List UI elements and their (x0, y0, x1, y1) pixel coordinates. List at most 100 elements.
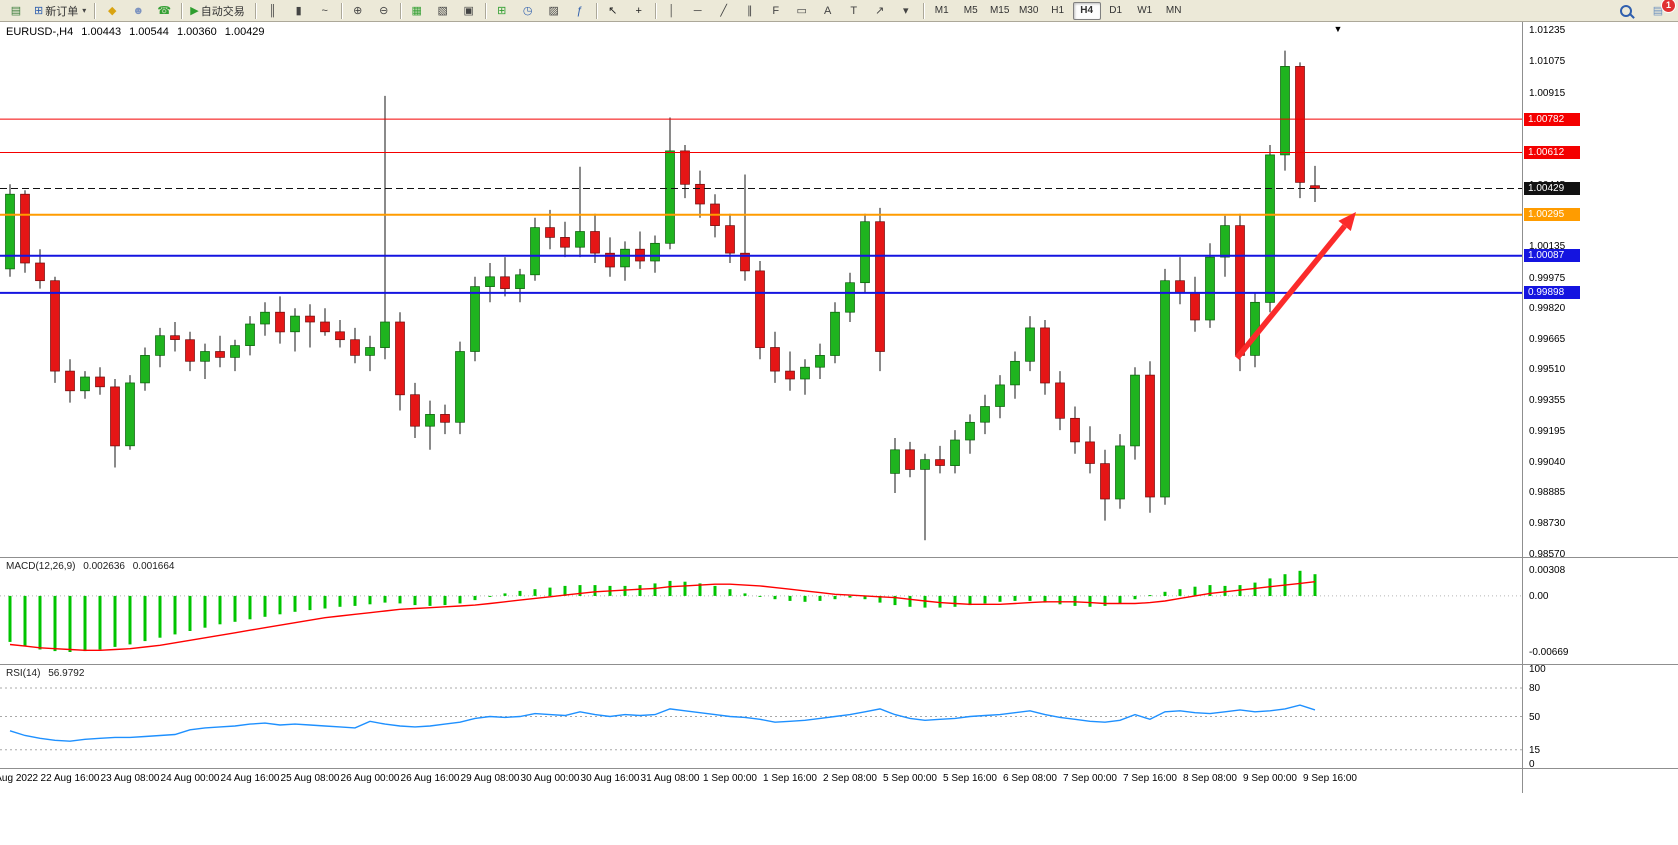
rsi-axis-tick: 0 (1529, 759, 1535, 770)
timeframe-w1[interactable]: W1 (1137, 5, 1153, 16)
price-axis-tick: 0.98570 (1529, 549, 1566, 560)
time-axis-label: 23 Aug 08:00 (100, 773, 160, 784)
timeframe-m15[interactable]: M15 (989, 5, 1010, 16)
autotrade-button[interactable]: ▶ 自动交易 (186, 1, 250, 21)
label-icon[interactable]: T (841, 1, 867, 21)
symbol-period-label: EURUSD-,H4 (6, 26, 74, 38)
toolbar-separator (94, 2, 96, 19)
macd-signal-line (9, 581, 1316, 652)
macd-histogram-layer (8, 570, 1317, 652)
price-axis[interactable]: 1.012351.010751.009151.007601.006001.004… (1522, 22, 1678, 793)
tools-caret-icon: ▾ (902, 4, 909, 17)
timeframe-mn[interactable]: MN (1165, 5, 1182, 16)
magnifier-zoom-icon[interactable] (1613, 1, 1639, 21)
shapes-icon: ▭ (796, 4, 807, 17)
channel-icon[interactable]: ∥ (737, 1, 763, 21)
timeframe-d1[interactable]: D1 (1109, 5, 1123, 16)
timeframe-h4[interactable]: H4 (1072, 1, 1101, 20)
timeframe-h1[interactable]: H1 (1051, 5, 1065, 16)
toolbar-separator (254, 2, 256, 19)
tile-windows-icon[interactable]: ▦ (404, 1, 430, 21)
panel-separator[interactable] (0, 557, 1678, 558)
macd-axis-tick: 0.00308 (1529, 565, 1566, 577)
price-axis-tick: 0.99975 (1529, 272, 1566, 284)
time-axis-label: 25 Aug 08:00 (280, 773, 340, 784)
macd-chart-canvas[interactable] (0, 558, 1522, 664)
chart-window-icon[interactable]: ▤ (10, 4, 22, 17)
arrange-windows-icon[interactable]: ▣ (456, 1, 482, 21)
support-icon[interactable]: ☎ (151, 1, 177, 21)
price-level-badge: 1.00782 (1524, 112, 1580, 126)
time-axis-label: 9 Sep 00:00 (1243, 773, 1297, 784)
price-axis-tick: 0.99820 (1529, 303, 1566, 315)
vertical-line-icon: │ (668, 4, 676, 17)
text-icon[interactable]: A (815, 1, 841, 21)
rsi-label-line: RSI(14) 56.9792 (6, 668, 89, 679)
time-axis-label: 31 Aug 08:00 (640, 773, 700, 784)
new-chart-icon[interactable]: ⊞ (489, 1, 515, 21)
time-axis-label: 8 Sep 08:00 (1183, 773, 1237, 784)
period-clock-icon[interactable]: ◷ (515, 1, 541, 21)
price-level-badge: 1.00612 (1524, 145, 1580, 159)
price-axis-tick: 1.00135 (1529, 241, 1566, 253)
timeframe-m1[interactable]: M1 (934, 5, 949, 16)
price-axis-tick: 0.98885 (1529, 487, 1566, 499)
chart-tools-group: ║ ▮ ~ ⊕ ⊖ ▦ ▧ ▣ ⊞ ◷ ▨ ƒ ↖ + │ ─ ╱ ∥ F ▭ A T ↗ ▾ (260, 1, 919, 21)
macd-indicator-panel[interactable]: MACD(12,26,9) 0.002636 0.001664 (0, 558, 1522, 664)
indicators-icon[interactable]: ƒ (567, 1, 593, 21)
zoom-in-icon[interactable]: ⊕ (345, 1, 371, 21)
macd-axis-tick: 0.00 (1529, 590, 1549, 602)
profile-icon[interactable]: ☻ (125, 1, 151, 21)
rsi-indicator-panel[interactable]: RSI(14) 56.9792 (0, 665, 1522, 768)
bar-chart-type-icon[interactable]: ║ (260, 1, 286, 21)
rsi-chart-canvas[interactable] (0, 665, 1522, 768)
fibonacci-icon[interactable]: F (763, 1, 789, 21)
trendline-icon[interactable]: ╱ (711, 1, 737, 21)
price-axis-tick: 1.01235 (1529, 25, 1566, 36)
text-icon: A (824, 4, 832, 17)
autotrade-label: 自动交易 (200, 5, 245, 18)
notifications-icon[interactable]: ▤ 1 (1645, 0, 1676, 21)
indicators-icon: ƒ (576, 4, 583, 17)
time-axis-label: 6 Sep 08:00 (1003, 773, 1057, 784)
horizontal-line-icon[interactable]: ─ (685, 1, 711, 21)
line-chart-type-icon: ~ (321, 4, 328, 17)
vertical-line-icon[interactable]: │ (659, 1, 685, 21)
metaeditor-icon[interactable]: ◆ (99, 1, 125, 21)
rsi-axis-tick: 100 (1529, 664, 1546, 675)
cascade-windows-icon[interactable]: ▧ (430, 1, 456, 21)
time-axis-label: 9 Sep 16:00 (1303, 773, 1357, 784)
arrange-windows-icon: ▣ (463, 4, 474, 17)
candlestick-type-icon[interactable]: ▮ (286, 1, 312, 21)
templates-icon[interactable]: ▨ (541, 1, 567, 21)
arrow-tools-icon: ↗ (875, 4, 885, 17)
toolbar-separator (340, 2, 342, 19)
quick-icons-group: ◆ ☻ ☎ (99, 1, 177, 21)
time-axis-label: 22 Aug 2022 (0, 773, 39, 784)
new-order-button[interactable]: ⊞ 新订单 ▾ (30, 1, 90, 21)
crosshair-icon[interactable]: + (626, 1, 652, 21)
timeframe-m30[interactable]: M30 (1018, 5, 1039, 16)
line-chart-type-icon[interactable]: ~ (312, 1, 338, 21)
rsi-value: 56.9792 (48, 668, 85, 679)
timeframe-group: M1 M5 M15 M30 H1 H4 D1 W1 MN (928, 1, 1188, 20)
price-chart-panel[interactable]: EURUSD-,H4 1.00443 1.00544 1.00360 1.004… (0, 22, 1522, 558)
time-axis-label: 24 Aug 16:00 (220, 773, 280, 784)
zoom-out-icon[interactable]: ⊖ (371, 1, 397, 21)
timeframe-m5[interactable]: M5 (963, 5, 978, 16)
rsi-axis-tick: 15 (1529, 744, 1541, 756)
price-axis-tick: 1.00915 (1529, 87, 1566, 99)
shapes-icon[interactable]: ▭ (789, 1, 815, 21)
fibonacci-icon: F (772, 4, 780, 17)
arrow-tools-icon[interactable]: ↗ (867, 1, 893, 21)
rsi-axis-tick: 80 (1529, 683, 1541, 694)
cursor-icon[interactable]: ↖ (600, 1, 626, 21)
candlestick-chart-canvas[interactable]: ▼ (0, 22, 1522, 558)
panel-separator[interactable] (0, 664, 1678, 665)
tools-caret-icon[interactable]: ▾ (893, 1, 919, 21)
period-clock-icon: ◷ (522, 4, 533, 17)
new-chart-icon: ⊞ (497, 4, 507, 17)
time-axis-label: 30 Aug 00:00 (520, 773, 580, 784)
high-value: 1.00544 (129, 26, 169, 38)
